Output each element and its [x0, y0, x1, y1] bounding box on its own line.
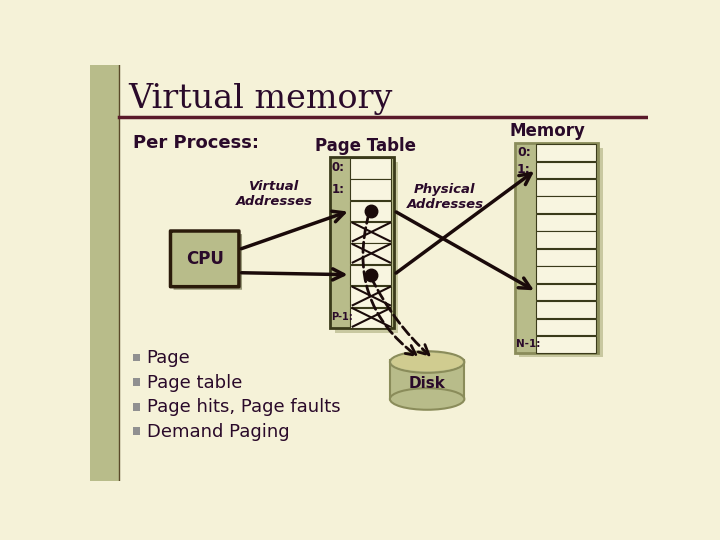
Bar	[536, 214, 596, 231]
Bar	[536, 284, 596, 300]
Text: 1:: 1:	[332, 183, 345, 196]
Bar	[351, 158, 392, 179]
Ellipse shape	[390, 351, 464, 373]
Text: Virtual
Addresses: Virtual Addresses	[236, 180, 313, 208]
Bar	[132, 428, 140, 435]
Bar	[132, 403, 140, 410]
Text: P-1:: P-1:	[331, 313, 353, 322]
Text: Page: Page	[147, 349, 190, 367]
Bar	[536, 144, 596, 161]
Bar	[536, 161, 596, 178]
Bar	[132, 378, 140, 386]
Text: Per Process:: Per Process:	[132, 134, 258, 152]
Text: Memory: Memory	[509, 122, 585, 140]
Text: Page Table: Page Table	[315, 137, 416, 154]
Text: 0:: 0:	[517, 146, 531, 159]
Bar	[351, 244, 392, 264]
Ellipse shape	[392, 353, 463, 372]
FancyBboxPatch shape	[171, 231, 239, 287]
Bar	[351, 286, 392, 307]
Ellipse shape	[390, 388, 464, 410]
Bar	[536, 197, 596, 213]
Bar	[351, 222, 392, 242]
Bar	[536, 179, 596, 195]
Text: CPU: CPU	[186, 250, 224, 268]
Bar	[351, 201, 392, 221]
Bar	[536, 231, 596, 248]
Text: 0:: 0:	[332, 161, 345, 174]
Bar	[536, 266, 596, 283]
Text: Page table: Page table	[147, 374, 242, 392]
Text: Disk: Disk	[409, 376, 446, 391]
Bar	[90, 65, 120, 481]
Bar	[390, 361, 464, 399]
Bar	[351, 265, 392, 286]
FancyBboxPatch shape	[174, 234, 242, 290]
Text: Page hits, Page faults: Page hits, Page faults	[147, 399, 340, 416]
Bar	[536, 336, 596, 353]
Bar	[515, 143, 598, 353]
Bar	[519, 148, 603, 357]
Bar	[536, 319, 596, 335]
Text: Physical
Addresses: Physical Addresses	[407, 183, 483, 211]
Text: Virtual memory: Virtual memory	[129, 84, 393, 116]
Bar	[536, 249, 596, 266]
Text: N-1:: N-1:	[516, 339, 541, 349]
Bar	[351, 179, 392, 200]
Text: 1:: 1:	[517, 163, 531, 176]
Bar	[536, 301, 596, 318]
Text: Demand Paging: Demand Paging	[147, 423, 289, 441]
Bar	[335, 162, 398, 333]
Bar	[330, 157, 394, 328]
Bar	[132, 354, 140, 361]
Bar	[351, 308, 392, 328]
